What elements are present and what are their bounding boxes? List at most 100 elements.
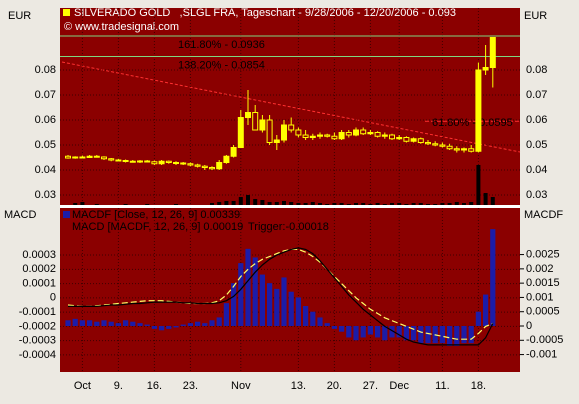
y-tick-label: 0.06 [35, 114, 56, 126]
y-tick-label: -0.0003 [19, 335, 56, 347]
candle-body [381, 134, 388, 137]
histogram-bar [223, 303, 229, 326]
histogram-bar [324, 323, 330, 326]
candle-body [259, 119, 266, 131]
candle-body [461, 148, 467, 151]
candle-body [288, 124, 295, 131]
candle-body [482, 67, 489, 71]
histogram-bar [468, 326, 474, 344]
volume-bar [433, 204, 438, 205]
histogram-bar [123, 320, 129, 326]
candle-body [439, 144, 446, 147]
x-tick-label: 18. [471, 380, 486, 392]
trend-line [61, 61, 521, 153]
candle-body [468, 148, 475, 152]
y-tick-label: 0.0003 [22, 249, 56, 261]
candle-body [223, 155, 230, 163]
histogram-bar [447, 326, 453, 346]
candle-body [65, 155, 71, 159]
histogram-bar [454, 326, 460, 346]
histogram-bar [375, 326, 381, 338]
volume-bar [253, 199, 258, 205]
histogram-bar [159, 326, 165, 331]
volume-bar [490, 197, 495, 205]
candle-body [489, 37, 496, 68]
y-tick-label: 0.0001 [22, 277, 56, 289]
histogram-bar [238, 263, 244, 326]
histogram-bar [87, 320, 93, 326]
volume-bar [260, 200, 265, 205]
volume-bar [375, 203, 380, 205]
macd-line [68, 247, 494, 346]
legend-entry: Trigger:-0.00018 [248, 221, 329, 233]
chart-subtitle: © www.tradesignal.com [64, 21, 179, 33]
candle-body [115, 159, 122, 162]
histogram-bar [396, 326, 402, 338]
x-tick-label: 16. [147, 380, 162, 392]
legend-swatch [63, 211, 70, 218]
candle-body [345, 132, 352, 136]
candle-body [396, 137, 403, 140]
y2-tick-label: 0.04 [526, 164, 547, 176]
volume-bar [282, 201, 286, 205]
candle-body [410, 138, 417, 142]
volume-bar [361, 203, 366, 205]
candle-body [237, 117, 244, 148]
histogram-bar [295, 297, 301, 326]
y2-axis-label: MACDF [524, 209, 563, 221]
volume-bar [73, 203, 78, 205]
y2-tick-label: 0.001 [526, 291, 554, 303]
volume-bar [123, 204, 128, 205]
candle-body [367, 132, 374, 135]
histogram-bar [130, 321, 136, 326]
histogram-bar [425, 326, 431, 344]
histogram-bar [209, 320, 215, 326]
volume-bar [354, 203, 358, 205]
volume-bar [469, 202, 474, 205]
histogram-bar [367, 326, 373, 335]
x-tick-label: Nov [231, 380, 251, 392]
histogram-bar [245, 248, 251, 326]
volume-bar [238, 197, 243, 205]
histogram-bar [353, 326, 359, 341]
candle-body [389, 134, 395, 140]
volume-bar [346, 204, 351, 205]
candle-body [432, 143, 439, 146]
histogram-bar [72, 318, 78, 326]
histogram-bar [483, 294, 489, 326]
volume-bar [246, 195, 250, 205]
histogram-bar [411, 326, 417, 341]
x-tick-label: 20. [327, 380, 342, 392]
volume-bar [325, 204, 330, 205]
candle-body [158, 160, 165, 165]
candle-body [331, 135, 338, 140]
x-tick-label: 9. [114, 380, 123, 392]
y2-tick-label: -0.001 [526, 348, 557, 360]
candle-body [230, 147, 237, 157]
histogram-bar [180, 324, 186, 326]
histogram-bar [461, 326, 467, 344]
candle-body [129, 160, 136, 163]
volume-bar [310, 202, 315, 205]
histogram-bar [490, 229, 496, 326]
y2-tick-label: 0.0015 [526, 277, 560, 289]
y2-tick-label: 0.05 [526, 139, 547, 151]
volume-bar [390, 203, 394, 205]
volume-bar [476, 165, 481, 205]
histogram-bar [108, 321, 114, 326]
volume-bar [404, 204, 409, 205]
candle-body [194, 164, 201, 167]
histogram-bar [115, 323, 121, 326]
histogram-bar [346, 326, 352, 338]
y-tick-label: 0.04 [35, 164, 56, 176]
volume-bar [267, 202, 272, 205]
y2-tick-label: -0.0005 [526, 334, 563, 346]
title-marker [63, 9, 70, 16]
volume-bar [231, 201, 236, 205]
histogram-bar [360, 326, 366, 338]
volume-bar [447, 203, 452, 205]
candle-body [338, 132, 345, 140]
volume-bar [217, 202, 222, 205]
histogram-bar [439, 326, 445, 344]
